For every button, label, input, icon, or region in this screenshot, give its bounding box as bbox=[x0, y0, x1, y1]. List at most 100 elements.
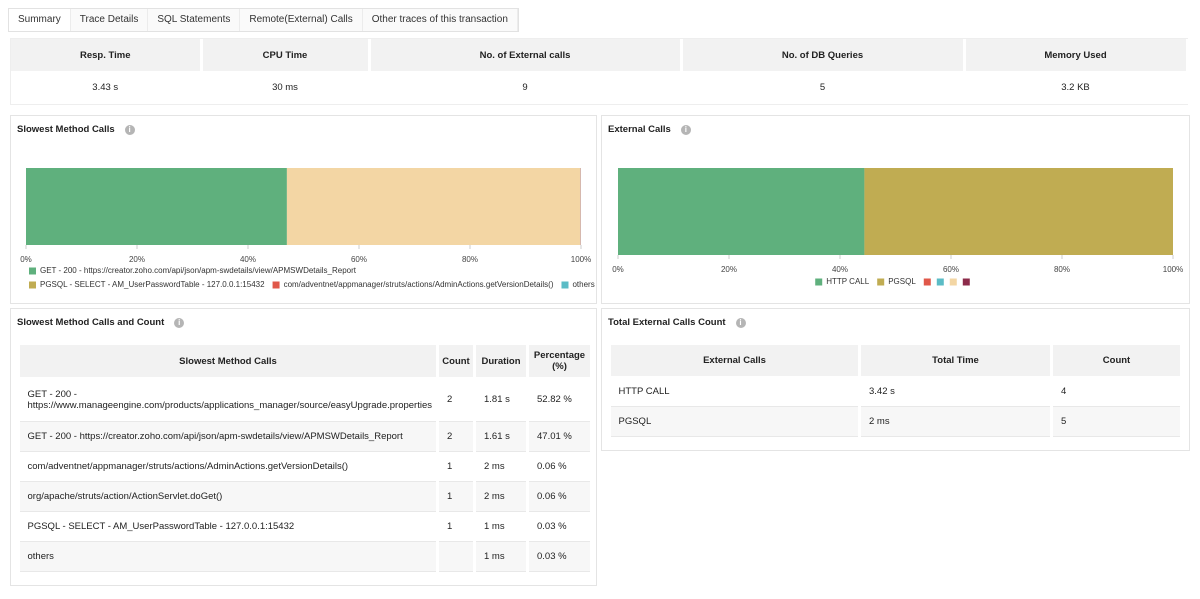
column-header[interactable]: Count bbox=[437, 344, 476, 378]
table-cell: 4 bbox=[1051, 376, 1183, 407]
panel-title-row: Total External Calls Count i bbox=[608, 317, 746, 328]
legend-label: HTTP CALL bbox=[826, 277, 870, 286]
x-tick-label: 20% bbox=[721, 265, 737, 274]
table-cell: 2 ms bbox=[474, 481, 529, 512]
column-header[interactable]: Count bbox=[1051, 344, 1183, 377]
summary-header: Resp. Time bbox=[11, 39, 203, 71]
bar-segment bbox=[864, 168, 1173, 255]
info-icon[interactable]: i bbox=[124, 124, 135, 135]
summary-value: 3.43 s bbox=[11, 71, 203, 104]
legend-swatch bbox=[877, 278, 885, 286]
legend-label: GET - 200 - https://creator.zoho.com/api… bbox=[40, 266, 357, 275]
x-tick-label: 40% bbox=[832, 265, 848, 274]
column-header[interactable]: Slowest Method Calls bbox=[19, 344, 439, 378]
table-row: GET - 200 - https://www.manageengine.com… bbox=[19, 377, 593, 422]
tab-bar: Summary Trace Details SQL Statements Rem… bbox=[8, 8, 519, 32]
summary-box: Resp. Time CPU Time No. of External call… bbox=[10, 38, 1189, 105]
legend-swatch bbox=[949, 278, 957, 286]
chart: 0% 20% 40% 60% 80% 100% GET - 200 - https://cr… bbox=[20, 168, 595, 289]
x-tick-label: 100% bbox=[1163, 265, 1183, 274]
info-icon[interactable]: i bbox=[735, 317, 746, 328]
table-cell: 1 bbox=[437, 511, 476, 542]
table-row: org/apache/struts/action/ActionServlet.d… bbox=[19, 481, 593, 512]
table-cell: org/apache/struts/action/ActionServlet.d… bbox=[19, 481, 439, 512]
table-cell: PGSQL - SELECT - AM_UserPasswordTable - … bbox=[19, 511, 439, 542]
table-cell: 2 bbox=[437, 421, 476, 452]
legend: GET - 200 - https://creator.zoho.com/api… bbox=[29, 266, 595, 289]
header-row: External Calls Total Time Count bbox=[610, 344, 1183, 377]
table-row: PGSQL - SELECT - AM_UserPasswordTable - … bbox=[19, 511, 593, 542]
table-cell: 2 bbox=[437, 377, 476, 422]
x-tick-label: 80% bbox=[462, 255, 478, 264]
chart: 0% 20% 40% 60% 80% 100% HTTP CALL PGSQL bbox=[612, 168, 1183, 286]
x-tick-label: 0% bbox=[612, 265, 624, 274]
legend-label: com/adventnet/appmanager/struts/actions/… bbox=[284, 280, 554, 289]
tab[interactable]: Trace Details bbox=[71, 9, 149, 31]
summary-header: No. of External calls bbox=[369, 39, 683, 71]
panel-title-row: Slowest Method Calls i bbox=[17, 124, 135, 135]
column-header[interactable]: Total Time bbox=[859, 344, 1053, 377]
tab[interactable]: SQL Statements bbox=[148, 9, 241, 31]
table-cell: GET - 200 - https://creator.zoho.com/api… bbox=[19, 421, 439, 452]
table-cell: com/adventnet/appmanager/struts/actions/… bbox=[19, 451, 439, 482]
table-cell: 2 ms bbox=[474, 451, 529, 482]
table-cell: 5 bbox=[1051, 406, 1183, 437]
table-cell: 3.42 s bbox=[859, 376, 1053, 407]
table-cell: 1.61 s bbox=[474, 421, 529, 452]
legend-swatch bbox=[29, 281, 36, 289]
panel-title-row: External Calls i bbox=[608, 124, 691, 135]
legend-label: PGSQL - SELECT - AM_UserPasswordTable - … bbox=[40, 280, 265, 289]
legend-label: others bbox=[572, 280, 594, 289]
summary-header: CPU Time bbox=[201, 39, 371, 71]
panel: Slowest Method Calls and Count i Slowest … bbox=[10, 308, 597, 586]
table-cell: others bbox=[19, 541, 439, 572]
info-icon[interactable]: i bbox=[680, 124, 691, 135]
legend-swatch bbox=[962, 278, 970, 286]
column-header[interactable]: External Calls bbox=[610, 344, 861, 377]
x-tick-label: 20% bbox=[129, 255, 145, 264]
bar-segment bbox=[286, 168, 581, 245]
external-table: External Calls Total Time Count HTTP CALL 3.… bbox=[610, 344, 1183, 437]
table-row: PGSQL 2 ms 5 bbox=[610, 406, 1183, 437]
info-icon[interactable]: i bbox=[174, 317, 185, 328]
table-cell: 2 ms bbox=[859, 406, 1053, 437]
table-cell bbox=[437, 541, 476, 572]
summary-value: 9 bbox=[369, 71, 683, 104]
legend-swatch bbox=[272, 281, 280, 289]
table-row: GET - 200 - https://creator.zoho.com/api… bbox=[19, 421, 593, 452]
panel-title: External Calls bbox=[608, 124, 671, 135]
column-header[interactable]: Duration bbox=[474, 344, 529, 378]
panel: Total External Calls Count i External Cal… bbox=[601, 308, 1190, 451]
table-cell: 0.06 % bbox=[527, 451, 593, 482]
legend-swatch bbox=[936, 278, 944, 286]
summary-value: 30 ms bbox=[201, 71, 371, 104]
header-row: Slowest Method Calls Count Duration Percent… bbox=[19, 344, 593, 378]
table-cell: 0.06 % bbox=[527, 481, 593, 512]
legend-swatch bbox=[923, 278, 931, 286]
table-cell: 1 ms bbox=[474, 511, 529, 542]
tab[interactable]: Remote(External) Calls bbox=[240, 9, 363, 31]
table-cell: 1.81 s bbox=[474, 377, 529, 422]
x-tick-label: 60% bbox=[943, 265, 959, 274]
tab[interactable]: Other traces of this transaction bbox=[363, 9, 518, 31]
summary-header: No. of DB Queries bbox=[681, 39, 966, 71]
summary-table: Resp. Time CPU Time No. of External call… bbox=[11, 39, 1189, 104]
x-tick-label: 0% bbox=[20, 255, 32, 264]
legend-label: PGSQL bbox=[888, 277, 916, 286]
table-cell: 0.03 % bbox=[527, 511, 593, 542]
legend-swatch bbox=[815, 278, 823, 286]
bar-segment bbox=[618, 168, 865, 255]
table-cell: 47.01 % bbox=[527, 421, 593, 452]
table-cell: 1 ms bbox=[474, 541, 529, 572]
x-tick-label: 60% bbox=[351, 255, 367, 264]
table-cell: 52.82 % bbox=[527, 377, 593, 422]
table-cell: PGSQL bbox=[610, 406, 861, 437]
panel-title: Total External Calls Count bbox=[608, 317, 726, 328]
x-tick-label: 80% bbox=[1054, 265, 1070, 274]
table-row: others 1 ms 0.03 % bbox=[19, 541, 593, 572]
tab[interactable]: Summary bbox=[9, 9, 71, 31]
table-row: com/adventnet/appmanager/struts/actions/… bbox=[19, 451, 593, 482]
column-header[interactable]: Percentage (%) bbox=[527, 344, 593, 378]
summary-value: 5 bbox=[681, 71, 966, 104]
